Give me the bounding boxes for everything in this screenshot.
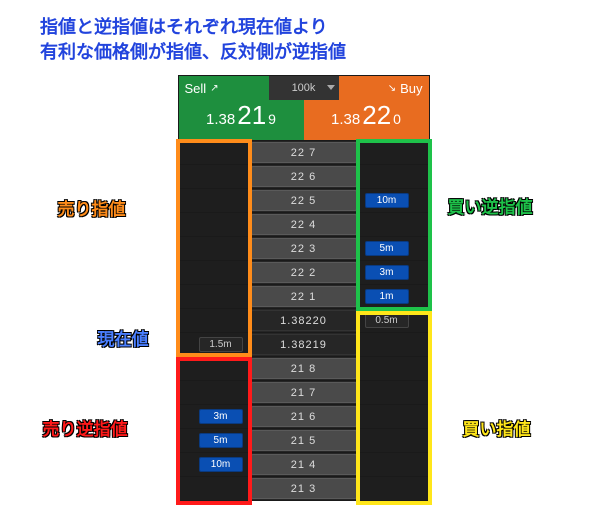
sell-limit-label: 売り指値 [58,195,126,220]
buy-qty-cell[interactable] [359,477,429,500]
price-cell[interactable]: 21 7 [251,382,357,403]
stage: Sell ↗ 100k ↘ Buy 1.38 21 9 1.38 22 0 [28,75,568,515]
price-cell[interactable]: 22 4 [251,214,357,235]
buy-label: Buy [400,81,422,96]
ladder-row[interactable]: 21 3 [179,476,429,500]
price-cell[interactable]: 22 3 [251,238,357,259]
ladder-row[interactable]: 10m 21 4 [179,452,429,476]
buy-price-big: 22 [362,100,391,131]
ladder-row[interactable]: 21 7 [179,380,429,404]
qty-value: 100k [292,82,316,94]
price-cell[interactable]: 21 3 [251,478,357,499]
qty-tag: 3m [365,265,409,280]
buy-qty-cell[interactable] [359,141,429,164]
buy-qty-cell[interactable] [359,357,429,380]
qty-tag: 0.5m [365,313,409,328]
qty-selector[interactable]: 100k [269,76,339,100]
price-cell[interactable]: 22 1 [251,286,357,307]
ladder-row[interactable]: 22 2 3m [179,260,429,284]
ladder-row[interactable]: 22 6 [179,164,429,188]
buy-stop-label: 買い逆指値 [448,193,533,218]
qty-tag: 5m [199,433,243,448]
sell-label: Sell [185,81,207,96]
price-cell[interactable]: 21 4 [251,454,357,475]
qty-tag: 1.5m [199,337,243,352]
price-cell[interactable]: 21 5 [251,430,357,451]
buy-qty-cell[interactable] [359,429,429,452]
qty-tag: 1m [365,289,409,304]
buy-price[interactable]: 1.38 22 0 [304,100,429,140]
price-cell[interactable]: 22 7 [251,142,357,163]
buy-limit-label: 買い指値 [463,415,531,440]
price-cell[interactable]: 1.38219 [251,334,357,355]
price-ladder: 22 7 22 6 22 5 10m 22 4 22 3 5m 22 2 3m 22 1 1m 1.3… [179,140,429,500]
buy-qty-cell[interactable]: 0.5m [359,309,429,332]
sell-qty-cell[interactable] [179,309,249,332]
price-cell[interactable]: 21 6 [251,406,357,427]
ladder-row[interactable]: 22 4 [179,212,429,236]
buy-qty-cell[interactable]: 1m [359,285,429,308]
sell-price-main: 1.38 [206,101,235,128]
buy-header[interactable]: ↘ Buy [339,76,429,100]
sell-qty-cell[interactable]: 5m [179,429,249,452]
buy-qty-cell[interactable] [359,453,429,476]
panel-header: Sell ↗ 100k ↘ Buy [179,76,429,100]
qty-tag: 10m [199,457,243,472]
buy-qty-cell[interactable] [359,405,429,428]
sell-qty-cell[interactable] [179,237,249,260]
sell-qty-cell[interactable] [179,141,249,164]
title-line1: 指値と逆指値はそれぞれ現在値より [40,15,565,40]
down-arrow-icon: ↘ [388,83,396,94]
buy-qty-cell[interactable]: 3m [359,261,429,284]
sell-qty-cell[interactable] [179,285,249,308]
sell-price[interactable]: 1.38 21 9 [179,100,304,140]
current-label: 現在値 [98,325,149,350]
sell-qty-cell[interactable] [179,381,249,404]
sell-qty-cell[interactable] [179,261,249,284]
ladder-row[interactable]: 1.38220 0.5m [179,308,429,332]
price-row: 1.38 21 9 1.38 22 0 [179,100,429,140]
buy-price-pip: 0 [393,107,401,127]
sell-price-pip: 9 [268,107,276,127]
sell-qty-cell[interactable] [179,213,249,236]
up-arrow-icon: ↗ [210,83,218,94]
buy-qty-cell[interactable] [359,165,429,188]
price-cell[interactable]: 22 2 [251,262,357,283]
sell-qty-cell[interactable] [179,165,249,188]
buy-qty-cell[interactable]: 10m [359,189,429,212]
sell-qty-cell[interactable]: 1.5m [179,333,249,356]
qty-tag: 5m [365,241,409,256]
sell-qty-cell[interactable]: 10m [179,453,249,476]
ladder-row[interactable]: 21 8 [179,356,429,380]
sell-header[interactable]: Sell ↗ [179,76,269,100]
price-cell[interactable]: 21 8 [251,358,357,379]
price-cell[interactable]: 1.38220 [251,310,357,331]
price-cell[interactable]: 22 5 [251,190,357,211]
sell-qty-cell[interactable] [179,477,249,500]
ladder-row[interactable]: 22 1 1m [179,284,429,308]
buy-qty-cell[interactable] [359,333,429,356]
dropdown-icon [327,85,335,90]
ladder-row[interactable]: 1.5m 1.38219 [179,332,429,356]
title-line2: 有利な価格側が指値、反対側が逆指値 [40,40,565,65]
qty-tag: 10m [365,193,409,208]
buy-price-main: 1.38 [331,101,360,128]
price-cell[interactable]: 22 6 [251,166,357,187]
sell-price-big: 21 [237,100,266,131]
instruction-title: 指値と逆指値はそれぞれ現在値より 有利な価格側が指値、反対側が逆指値 [40,15,565,65]
buy-qty-cell[interactable] [359,213,429,236]
buy-qty-cell[interactable]: 5m [359,237,429,260]
ladder-row[interactable]: 3m 21 6 [179,404,429,428]
ladder-row[interactable]: 22 3 5m [179,236,429,260]
sell-qty-cell[interactable]: 3m [179,405,249,428]
sell-qty-cell[interactable] [179,357,249,380]
ladder-row[interactable]: 22 5 10m [179,188,429,212]
dom-panel: Sell ↗ 100k ↘ Buy 1.38 21 9 1.38 22 0 [178,75,430,501]
sell-qty-cell[interactable] [179,189,249,212]
ladder-row[interactable]: 22 7 [179,140,429,164]
sell-stop-label: 売り逆指値 [43,415,128,440]
qty-tag: 3m [199,409,243,424]
buy-qty-cell[interactable] [359,381,429,404]
ladder-row[interactable]: 5m 21 5 [179,428,429,452]
